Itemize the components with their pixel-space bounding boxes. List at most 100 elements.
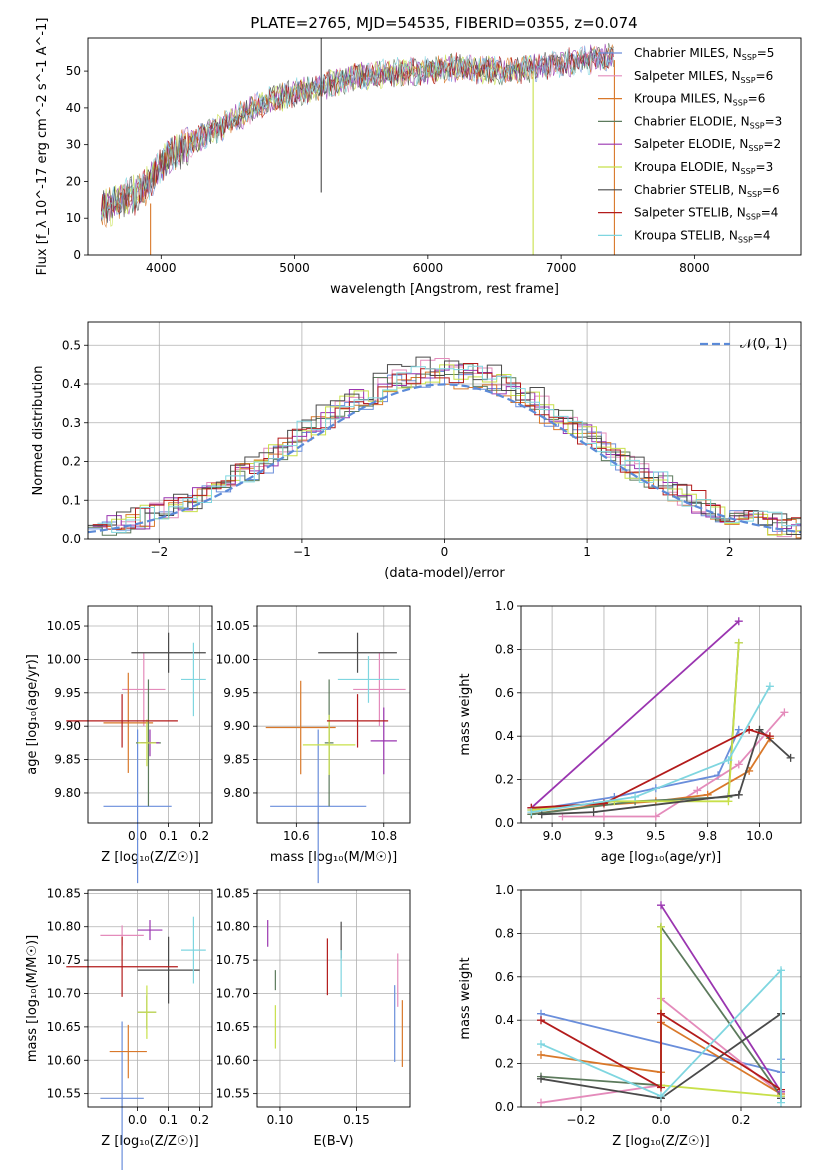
y-tick-label: 10.80 (216, 920, 250, 934)
mass-weight-marker (777, 966, 785, 975)
panel-massweight-age: 9.0 9.3 9.5 9.8 10.0 0.0 0.2 0.4 0.6 0.8 1.0 age [l… (458, 599, 802, 865)
panel-residuals: −2 −1 0 1 2 0.0 0.1 0.2 0.3 0.4 0.5 (data-model)/er… (31, 321, 802, 581)
mass-weight-marker (734, 725, 743, 734)
y-tick-label: 40 (66, 101, 81, 115)
axes-frame (87, 605, 213, 824)
y-tick-label: 0.6 (495, 686, 514, 700)
y-axis-label: mass [log₁₀(M/M☉)] (25, 935, 40, 1062)
y-tick-label: 0.4 (495, 1013, 514, 1027)
y-axis-label: age [log₁₀(age/yr)] (25, 654, 40, 775)
plot-layer: 4000 5000 6000 7000 800001020304050wavelengt… (25, 18, 802, 1170)
panel-massweight-Z: −0.2 0.0 0.2 0.0 0.2 0.4 0.6 0.8 1.0 Z [log₁₀(Z/Z… (458, 883, 802, 1149)
y-tick-label: 10.70 (47, 986, 81, 1000)
mass-weight-marker (651, 812, 660, 821)
x-tick-label: 0.2 (731, 1113, 750, 1127)
x-tick-label: 0.10 (267, 1113, 294, 1127)
y-tick-label: 9.90 (54, 719, 81, 733)
histogram-step (92, 363, 801, 530)
y-axis-label: mass weight (458, 673, 473, 755)
legend-entry: 𝒩(0, 1) (740, 337, 787, 352)
x-tick-label: 9.0 (543, 829, 562, 843)
panel-mass-EBV: 0.10 0.15 10.55 10.60 10.65 10.70 10.75 10.80 10… (216, 886, 411, 1149)
y-tick-label: 10.00 (216, 652, 250, 666)
y-tick-label: 30 (66, 138, 81, 152)
y-tick-label: 10.60 (47, 1053, 81, 1067)
x-tick-label: 0.15 (343, 1113, 370, 1127)
y-tick-label: 0.2 (495, 1057, 514, 1071)
y-tick-label: 0.8 (495, 642, 514, 656)
x-tick-label: −2 (150, 545, 168, 559)
mass-weight-line (562, 711, 786, 818)
axes-frame (87, 889, 213, 1108)
x-tick-label: 0.0 (128, 1113, 147, 1127)
y-tick-label: 50 (66, 64, 81, 78)
y-tick-label: 1.0 (495, 599, 514, 613)
mass-weight-marker (599, 812, 608, 821)
mass-weight-marker (724, 797, 733, 806)
y-tick-label: 0.8 (495, 926, 514, 940)
plot-area-mass-Z (66, 916, 206, 1170)
y-tick-label: 0.2 (495, 773, 514, 787)
y-tick-label: 10 (66, 211, 81, 225)
y-tick-label: 9.80 (54, 786, 81, 800)
x-tick-label: 0.0 (651, 1113, 670, 1127)
y-tick-label: 10.75 (47, 953, 81, 967)
x-axis-label: Z [log₁₀(Z/Z☉)] (101, 850, 198, 865)
y-tick-label: 0.5 (62, 338, 81, 352)
x-tick-label: 4000 (146, 261, 177, 275)
mass-weight-marker (724, 756, 733, 765)
x-tick-label: 8000 (679, 261, 710, 275)
legend-entry: Salpeter ELODIE, NSSP=2 (634, 137, 781, 153)
y-tick-label: 10.65 (47, 1020, 81, 1034)
y-tick-label: 0.0 (62, 532, 81, 546)
histogram-step (97, 371, 801, 539)
x-axis-label: Z [log₁₀(Z/Z☉)] (612, 1134, 709, 1149)
axes-frame (87, 37, 802, 256)
axes-frame (520, 889, 802, 1108)
x-tick-label: 0.2 (190, 829, 209, 843)
x-tick-label: 9.5 (646, 829, 665, 843)
x-tick-label: 0 (441, 545, 449, 559)
plot-area-massweight-age (527, 617, 795, 821)
mass-weight-marker (537, 1050, 545, 1059)
axes-frame (256, 889, 411, 1108)
y-tick-label: 0.6 (495, 970, 514, 984)
mass-weight-marker (537, 1016, 545, 1025)
legend-entry: Salpeter MILES, NSSP=6 (634, 69, 773, 85)
y-tick-label: 10.85 (216, 886, 250, 900)
figure-title: PLATE=2765, MJD=54535, FIBERID=0355, z=0… (250, 14, 637, 32)
x-axis-label: (data-model)/error (384, 566, 505, 581)
y-tick-label: 20 (66, 174, 81, 188)
mass-weight-marker (734, 638, 743, 647)
x-tick-label: −0.2 (566, 1113, 595, 1127)
y-tick-label: 10.55 (47, 1087, 81, 1101)
mass-weight-marker (537, 1074, 545, 1083)
y-tick-label: 0.4 (62, 377, 81, 391)
histogram-step (88, 356, 801, 536)
panel-spectrum: 4000 5000 6000 7000 8000 0 10 20 30 40 50 wavelengt… (35, 18, 802, 297)
y-axis-label: Normed distribution (31, 366, 46, 496)
plot-area-massweight-Z (537, 901, 785, 1107)
y-tick-label: 10.85 (47, 886, 81, 900)
y-tick-label: 0.0 (495, 1100, 514, 1114)
legend-entry: Chabrier STELIB, NSSP=6 (634, 183, 780, 199)
normal-curve (87, 383, 802, 534)
y-tick-label: 0.3 (62, 416, 81, 430)
mass-weight-marker (589, 808, 598, 817)
y-tick-label: 9.80 (223, 786, 250, 800)
y-tick-label: 10.55 (216, 1087, 250, 1101)
spectrum-line (101, 46, 614, 220)
legend-entry: Salpeter STELIB, NSSP=4 (634, 206, 778, 222)
mass-weight-marker (657, 1083, 665, 1092)
plot-area-residuals (87, 356, 802, 539)
mass-weight-marker (734, 617, 743, 626)
x-tick-label: 0.1 (159, 1113, 178, 1127)
y-tick-label: 10.60 (216, 1053, 250, 1067)
histogram-step (92, 357, 801, 538)
y-tick-label: 9.85 (54, 753, 81, 767)
plot-area-age-Z (66, 632, 206, 884)
y-tick-label: 10.05 (47, 619, 81, 633)
x-tick-label: 1 (583, 545, 591, 559)
mass-weight-marker (657, 922, 665, 931)
